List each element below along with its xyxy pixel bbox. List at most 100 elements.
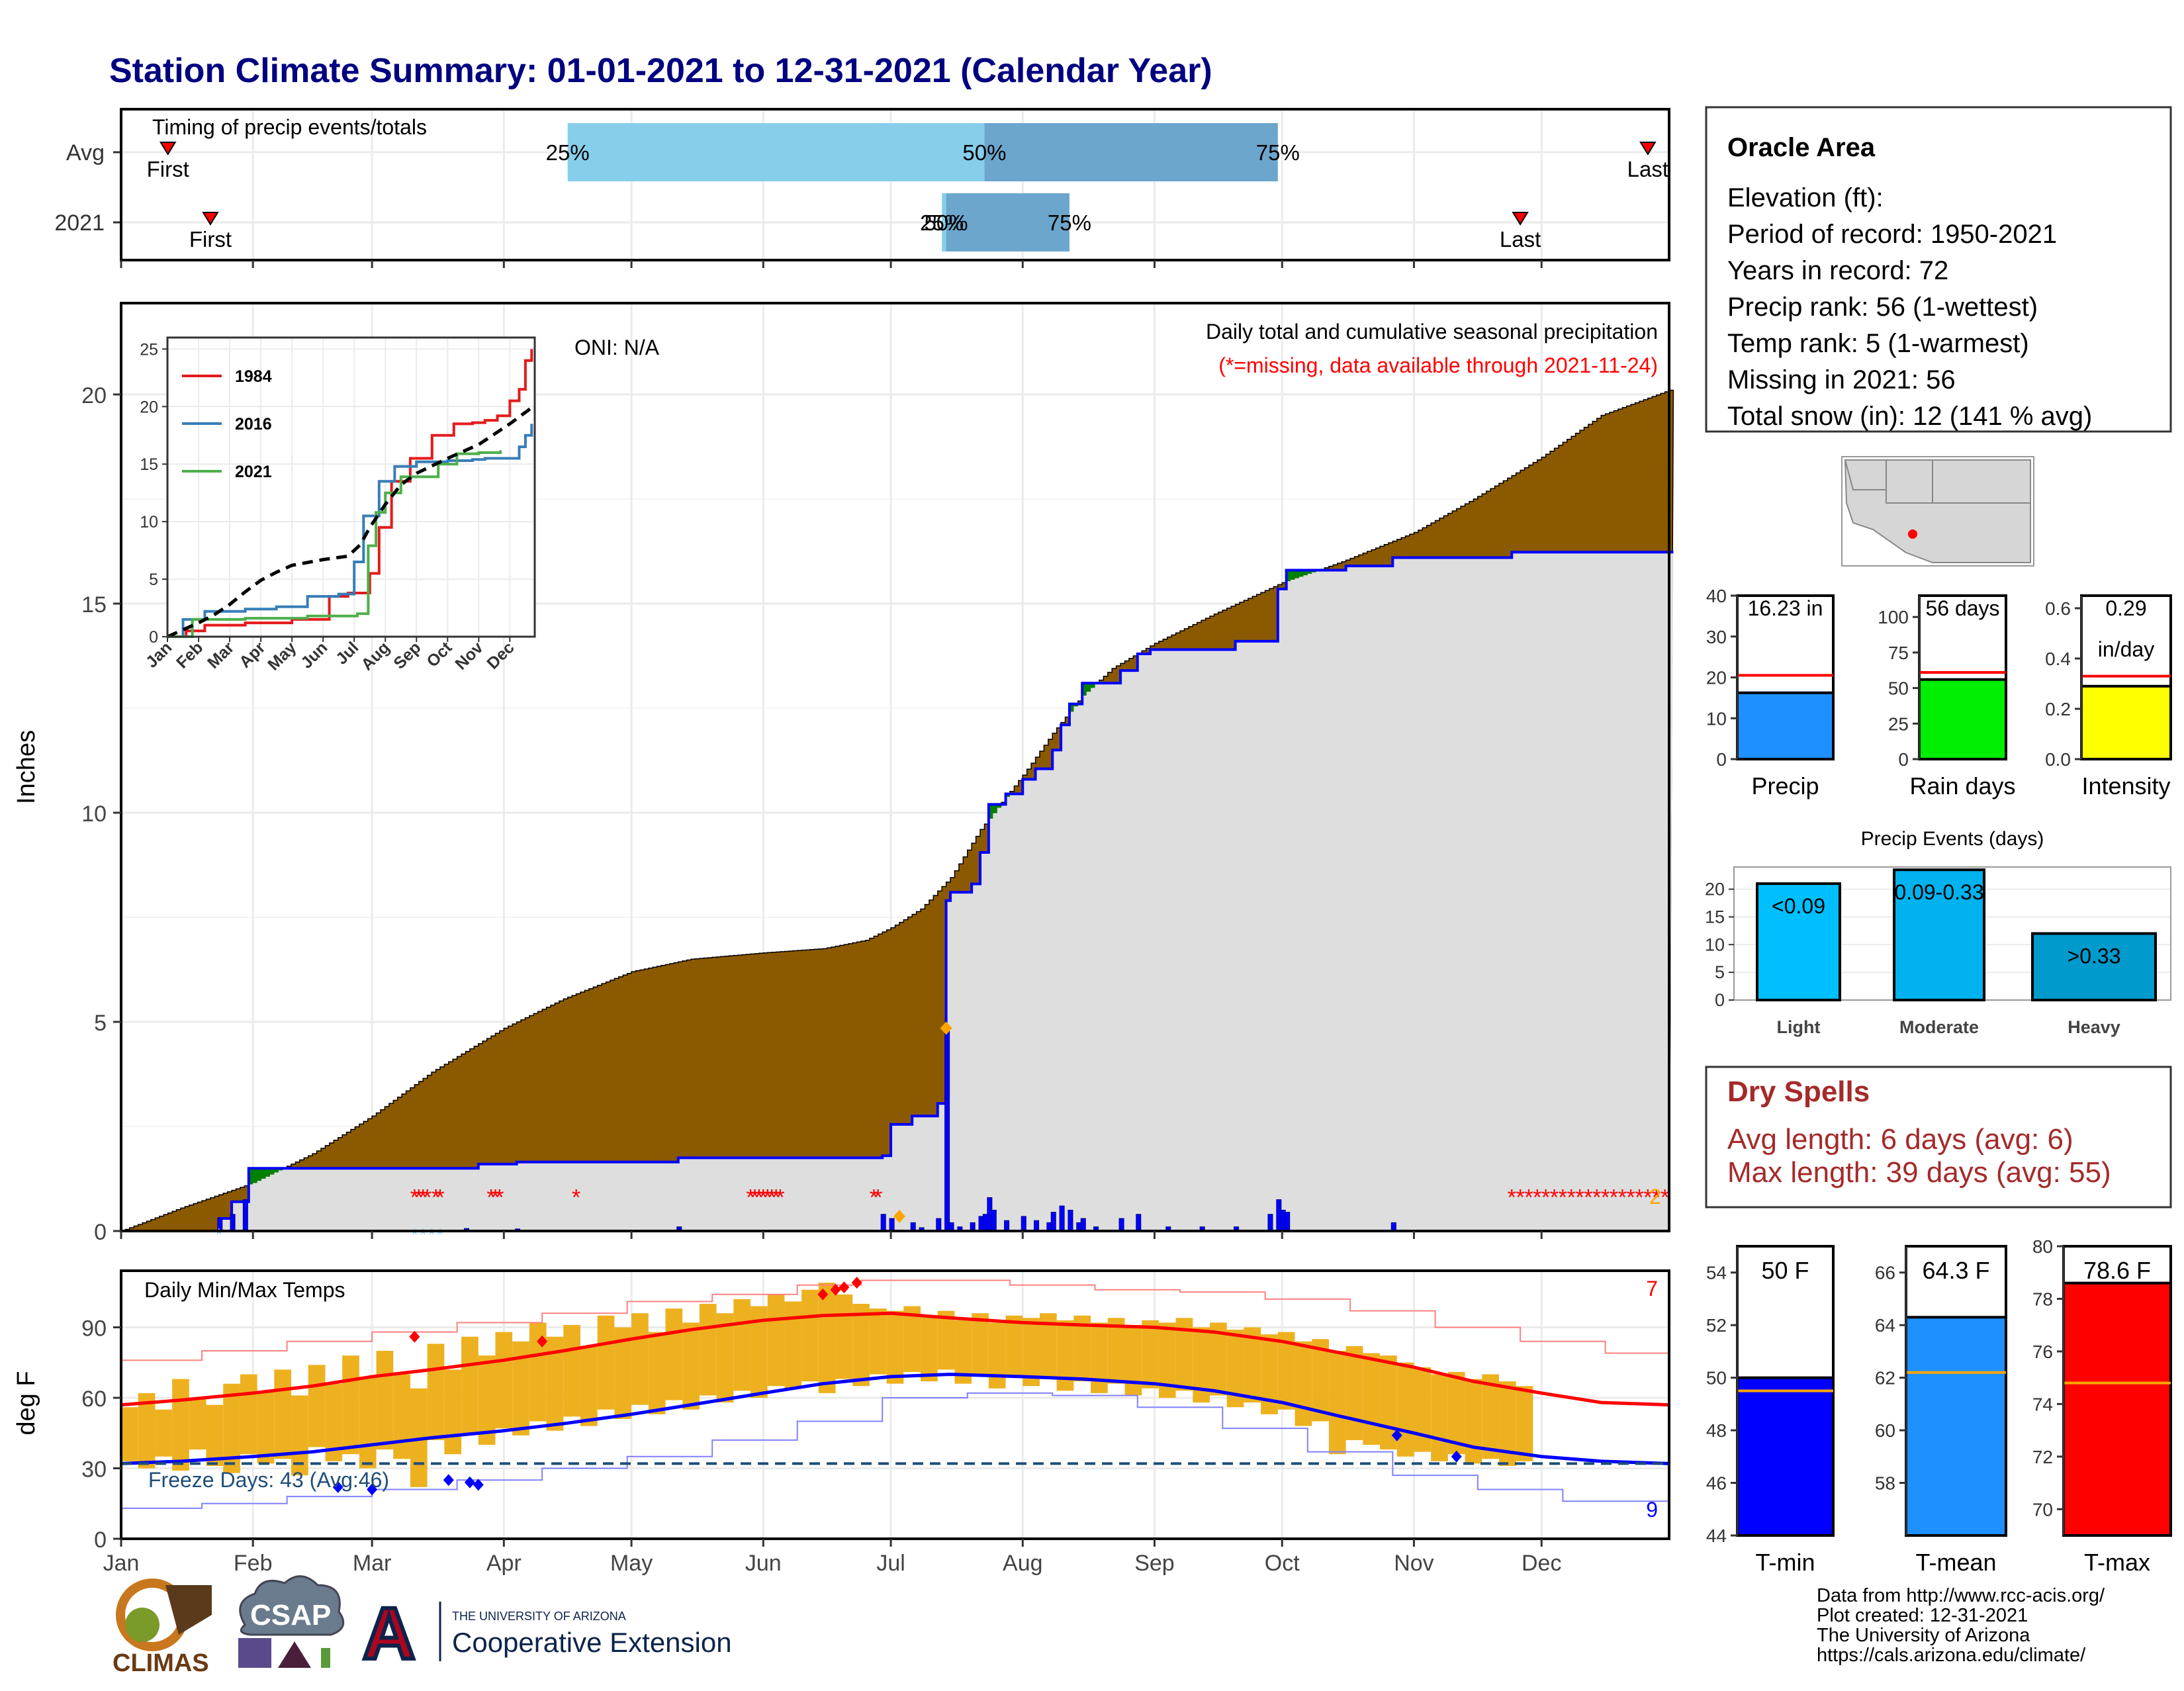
daily-temp-bar [291,1395,308,1476]
daily-temp-bar [580,1346,598,1426]
missing-day-asterisk: * [1533,1185,1541,1210]
missing-day-asterisk: * [1559,1185,1567,1210]
daily-temp-bar [631,1313,649,1405]
snow-day-mark: * [437,1224,443,1244]
daily-precip-bar [1080,1218,1086,1232]
daily-temp-bar [308,1365,326,1447]
daily-temp-bar [1295,1341,1312,1426]
missing-day-asterisk: * [1652,1185,1661,1210]
summary-y-tick-label: 50 [1888,678,1909,699]
daily-precip-bar [1050,1212,1056,1232]
daily-temp-bar [461,1336,478,1434]
daily-temp-bar [342,1355,359,1455]
record-low-marker [332,1481,343,1493]
summary-y-tick-label: 72 [2032,1447,2053,1467]
events-category-label: Moderate [1899,1017,1979,1037]
summary-y-tick-label: 78 [2032,1289,2053,1309]
missing-day-asterisk: * [751,1185,759,1210]
temp-x-tick-label: Oct [1265,1551,1300,1576]
record-high-count: 7 [1646,1277,1658,1301]
snow-day-mark: * [420,1224,426,1244]
summary-category-label: Intensity [2081,772,2170,800]
summary-y-tick-label: 52 [1706,1315,1727,1336]
missing-day-asterisk: * [1592,1185,1601,1210]
daily-temp-bar [359,1377,377,1469]
missing-day-asterisk: * [754,1185,763,1210]
precip-y-tick-label: 5 [94,1011,107,1036]
average-min-line [120,1372,1670,1465]
timing-bar-q1 [942,193,946,251]
timing-p50-label: 50% [962,140,1006,165]
timing-first-label: First [189,227,232,251]
daily-temp-bar [1005,1315,1023,1377]
daily-temp-bar [393,1374,410,1459]
temp-x-tick-label: Apr [486,1551,522,1576]
summary-category-label: T-min [1756,1549,1815,1576]
precip-y-tick-label: 20 [81,383,107,408]
climas-logo: CLIMAS [113,1578,212,1677]
record-high-marker [830,1283,841,1296]
summary-y-tick-label: 0.6 [2045,598,2071,619]
daily-temp-bar [1142,1320,1159,1389]
missing-day-asterisk: * [763,1185,772,1210]
figure-title: Station Climate Summary: 01-01-2021 to 1… [109,52,1212,90]
daily-precip-bar [1136,1214,1142,1232]
daily-precip-bar [1034,1220,1040,1232]
daily-temp-bar [1363,1353,1381,1445]
station-years: Years in record: 72 [1727,256,1948,285]
timing-row-label: 2021 [54,210,105,236]
inset-legend-label: 2016 [235,415,272,434]
events-title: Precip Events (days) [1861,828,2044,850]
timing-bar-q2 [984,123,1278,181]
summary-y-tick-label: 70 [2032,1499,2053,1520]
summary-value-bar [1736,691,1835,761]
missing-day-asterisk: * [1575,1185,1584,1210]
daily-precip-bar [1059,1205,1065,1232]
daily-temp-bar [801,1289,819,1382]
missing-day-asterisk: * [495,1185,504,1210]
events-bar [2031,932,2157,1001]
precip-events-chart: Precip Events (days) <0.09 Light 0.09-0.33 M… [1705,828,2171,1037]
daily-precip-bar [242,1199,248,1232]
daily-temp-bar [189,1398,206,1450]
summary-y-tick-label: 80 [2032,1236,2053,1257]
station-precip-rank: Precip rank: 56 (1-wettest) [1727,293,2038,322]
daily-temp-bar [257,1391,275,1464]
daily-temp-bar [121,1407,138,1461]
station-info-box: Oracle Area Elevation (ft): Period of re… [1705,106,2172,433]
daily-precip-bar [889,1218,895,1232]
footer-credits: Data from http://www.rcc-acis.org/ Plot … [1817,1585,2105,1666]
daily-temp-bar [1482,1374,1499,1459]
temp-x-tick-label: Feb [234,1551,273,1576]
inset-legend-label: 2021 [235,463,272,481]
record-high-marker [537,1335,548,1348]
daily-temp-bar [1345,1346,1363,1440]
summary-y-tick-label: 25 [1888,713,1909,734]
snow-day-mark: * [216,1224,222,1244]
timing-p25-label: 25% [546,140,590,165]
daily-temp-bar [648,1332,666,1414]
temp-y-tick-label: 60 [81,1387,107,1412]
daily-temp-bar [733,1299,751,1391]
events-y-tick-label: 10 [1705,935,1725,954]
summary-value-bar [2080,684,2172,761]
summary-category-label: T-max [2084,1549,2150,1576]
missing-day-asterisk: * [1601,1185,1610,1210]
summary-y-tick-label: 58 [1875,1473,1895,1494]
dry-spells-avg: Avg length: 6 days (avg: 6) [1727,1123,2073,1156]
temp-y-tick-label: 90 [81,1316,107,1342]
summary-value-bar [1736,1376,1835,1537]
summary-value-label: 78.6 F [2083,1257,2151,1284]
daily-precip-bar [1021,1216,1026,1232]
summary-category-label: T-mean [1915,1549,1996,1576]
daily-temp-bar [563,1324,580,1417]
inset-y-tick-label: 20 [140,398,158,416]
daily-temp-bar [495,1332,513,1429]
summary-y-tick-label: 0.4 [2045,649,2071,669]
footer-url: https://cals.arizona.edu/climate/ [1817,1645,2086,1666]
daily-temp-bar [972,1313,989,1375]
daily-temp-bar [1312,1339,1329,1422]
record-low-marker [443,1474,454,1486]
station-name: Oracle Area [1727,133,1876,162]
precip-summary-bars: 0 10 20 30 40 Precip 16.23 in 0 25 50 75 100 Rain da… [1706,586,2172,800]
